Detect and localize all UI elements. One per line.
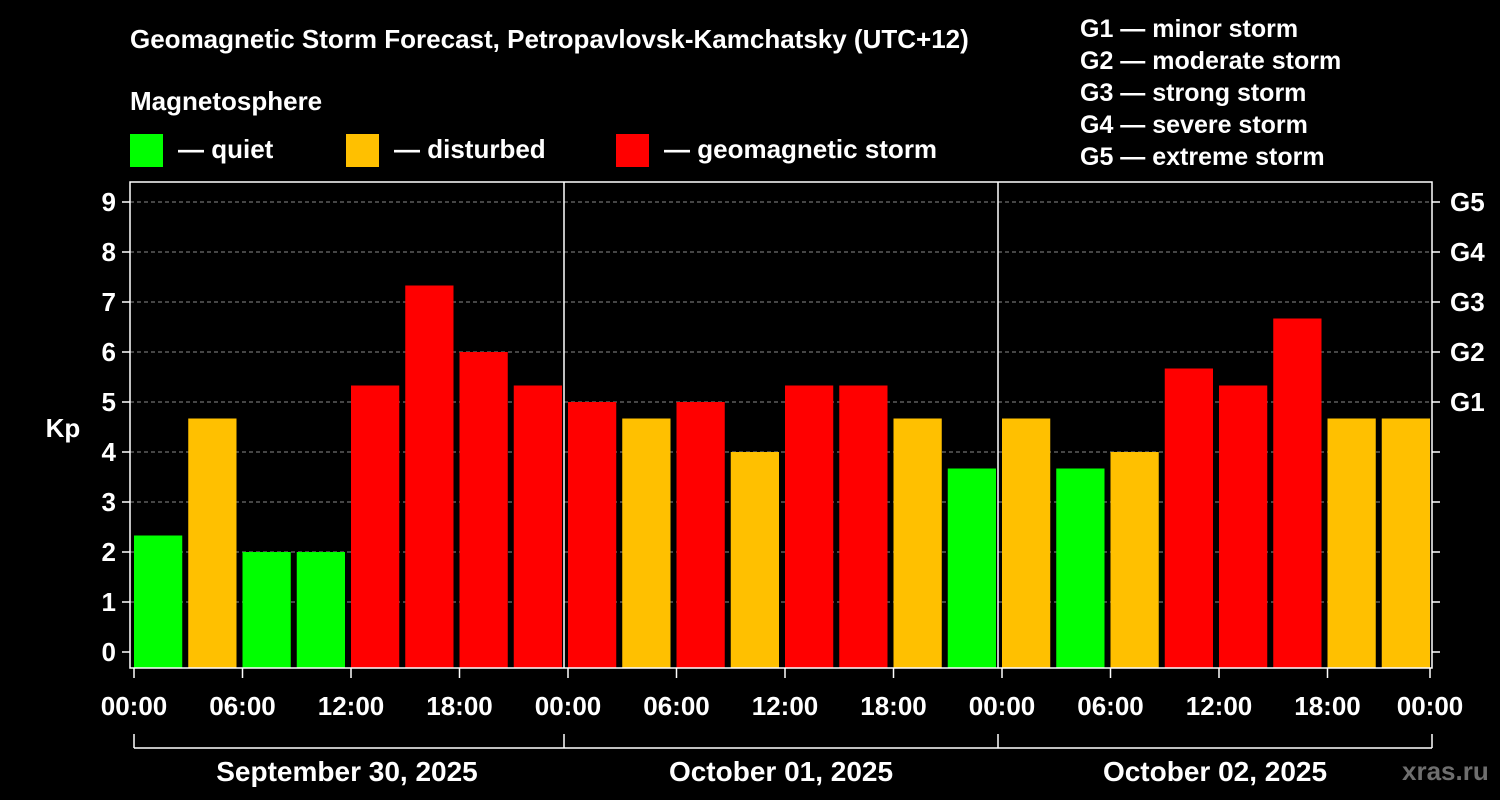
legend-heading: Magnetosphere (130, 86, 323, 116)
x-tick-label: 06:00 (643, 691, 710, 721)
legend-swatch-disturbed (346, 134, 379, 167)
x-tick-label: 18:00 (426, 691, 493, 721)
y-tick-label: 3 (102, 487, 116, 517)
legend-label-disturbed: — disturbed (394, 134, 546, 164)
kp-bar (242, 552, 291, 668)
kp-bar (1219, 385, 1268, 668)
y-tick-label: 2 (102, 537, 116, 567)
storm-scale-g5: G5 — extreme storm (1080, 143, 1325, 171)
y-tick-label: 1 (102, 587, 116, 617)
kp-bar (839, 385, 888, 668)
x-tick-label: 00:00 (101, 691, 168, 721)
right-axis-label: G4 (1450, 237, 1485, 267)
kp-bar (188, 418, 237, 668)
y-tick-label: 0 (102, 637, 116, 667)
legend-swatch-storm (616, 134, 649, 167)
kp-bar (676, 402, 725, 668)
right-axis-label: G3 (1450, 287, 1485, 317)
x-tick-label: 00:00 (1397, 691, 1464, 721)
right-axis-label: G5 (1450, 187, 1485, 217)
kp-bar (405, 285, 454, 668)
y-tick-label: 4 (102, 437, 117, 467)
y-tick-label: 8 (102, 237, 116, 267)
kp-bar (1056, 468, 1105, 668)
x-tick-label: 12:00 (318, 691, 385, 721)
legend-label-storm: — geomagnetic storm (664, 134, 938, 164)
right-axis-label: G2 (1450, 337, 1485, 367)
kp-bar (1002, 418, 1051, 668)
kp-bar (1381, 418, 1430, 668)
kp-bar (1164, 368, 1213, 668)
kp-bar (513, 385, 562, 668)
right-axis-label: G1 (1450, 387, 1485, 417)
kp-bar (893, 418, 942, 668)
legend-swatch-quiet (130, 134, 163, 167)
legend-label-quiet: — quiet (178, 134, 274, 164)
y-tick-label: 6 (102, 337, 116, 367)
x-tick-label: 00:00 (535, 691, 602, 721)
day-label: September 30, 2025 (216, 756, 478, 787)
x-tick-label: 18:00 (1294, 691, 1361, 721)
kp-bar (568, 402, 617, 668)
day-label: October 01, 2025 (669, 756, 893, 787)
kp-bar (730, 452, 779, 668)
kp-bar (622, 418, 671, 668)
storm-scale-g2: G2 — moderate storm (1080, 47, 1342, 75)
y-tick-label: 7 (102, 287, 116, 317)
plot-frame (129, 181, 1433, 669)
storm-scale-g3: G3 — strong storm (1080, 79, 1307, 107)
watermark: xras.ru (1402, 756, 1489, 786)
y-axis-label: Kp (46, 413, 81, 443)
kp-bar (296, 552, 345, 668)
storm-scale-g4: G4 — severe storm (1080, 111, 1308, 139)
y-tick-label: 9 (102, 187, 116, 217)
kp-bar (459, 352, 508, 668)
x-tick-label: 18:00 (860, 691, 927, 721)
day-label: October 02, 2025 (1103, 756, 1327, 787)
x-tick-label: 12:00 (752, 691, 819, 721)
kp-bar (351, 385, 400, 668)
kp-bar (785, 385, 834, 668)
x-tick-label: 06:00 (1077, 691, 1144, 721)
x-tick-label: 00:00 (969, 691, 1036, 721)
kp-bar (134, 535, 183, 668)
kp-bar (947, 468, 996, 668)
chart-title: Geomagnetic Storm Forecast, Petropavlovs… (130, 24, 969, 54)
kp-bar (1110, 452, 1159, 668)
y-tick-label: 5 (102, 387, 116, 417)
storm-scale-g1: G1 — minor storm (1080, 15, 1299, 43)
kp-bar (1327, 418, 1376, 668)
kp-bar (1273, 318, 1322, 668)
x-tick-label: 12:00 (1186, 691, 1253, 721)
x-tick-label: 06:00 (209, 691, 276, 721)
